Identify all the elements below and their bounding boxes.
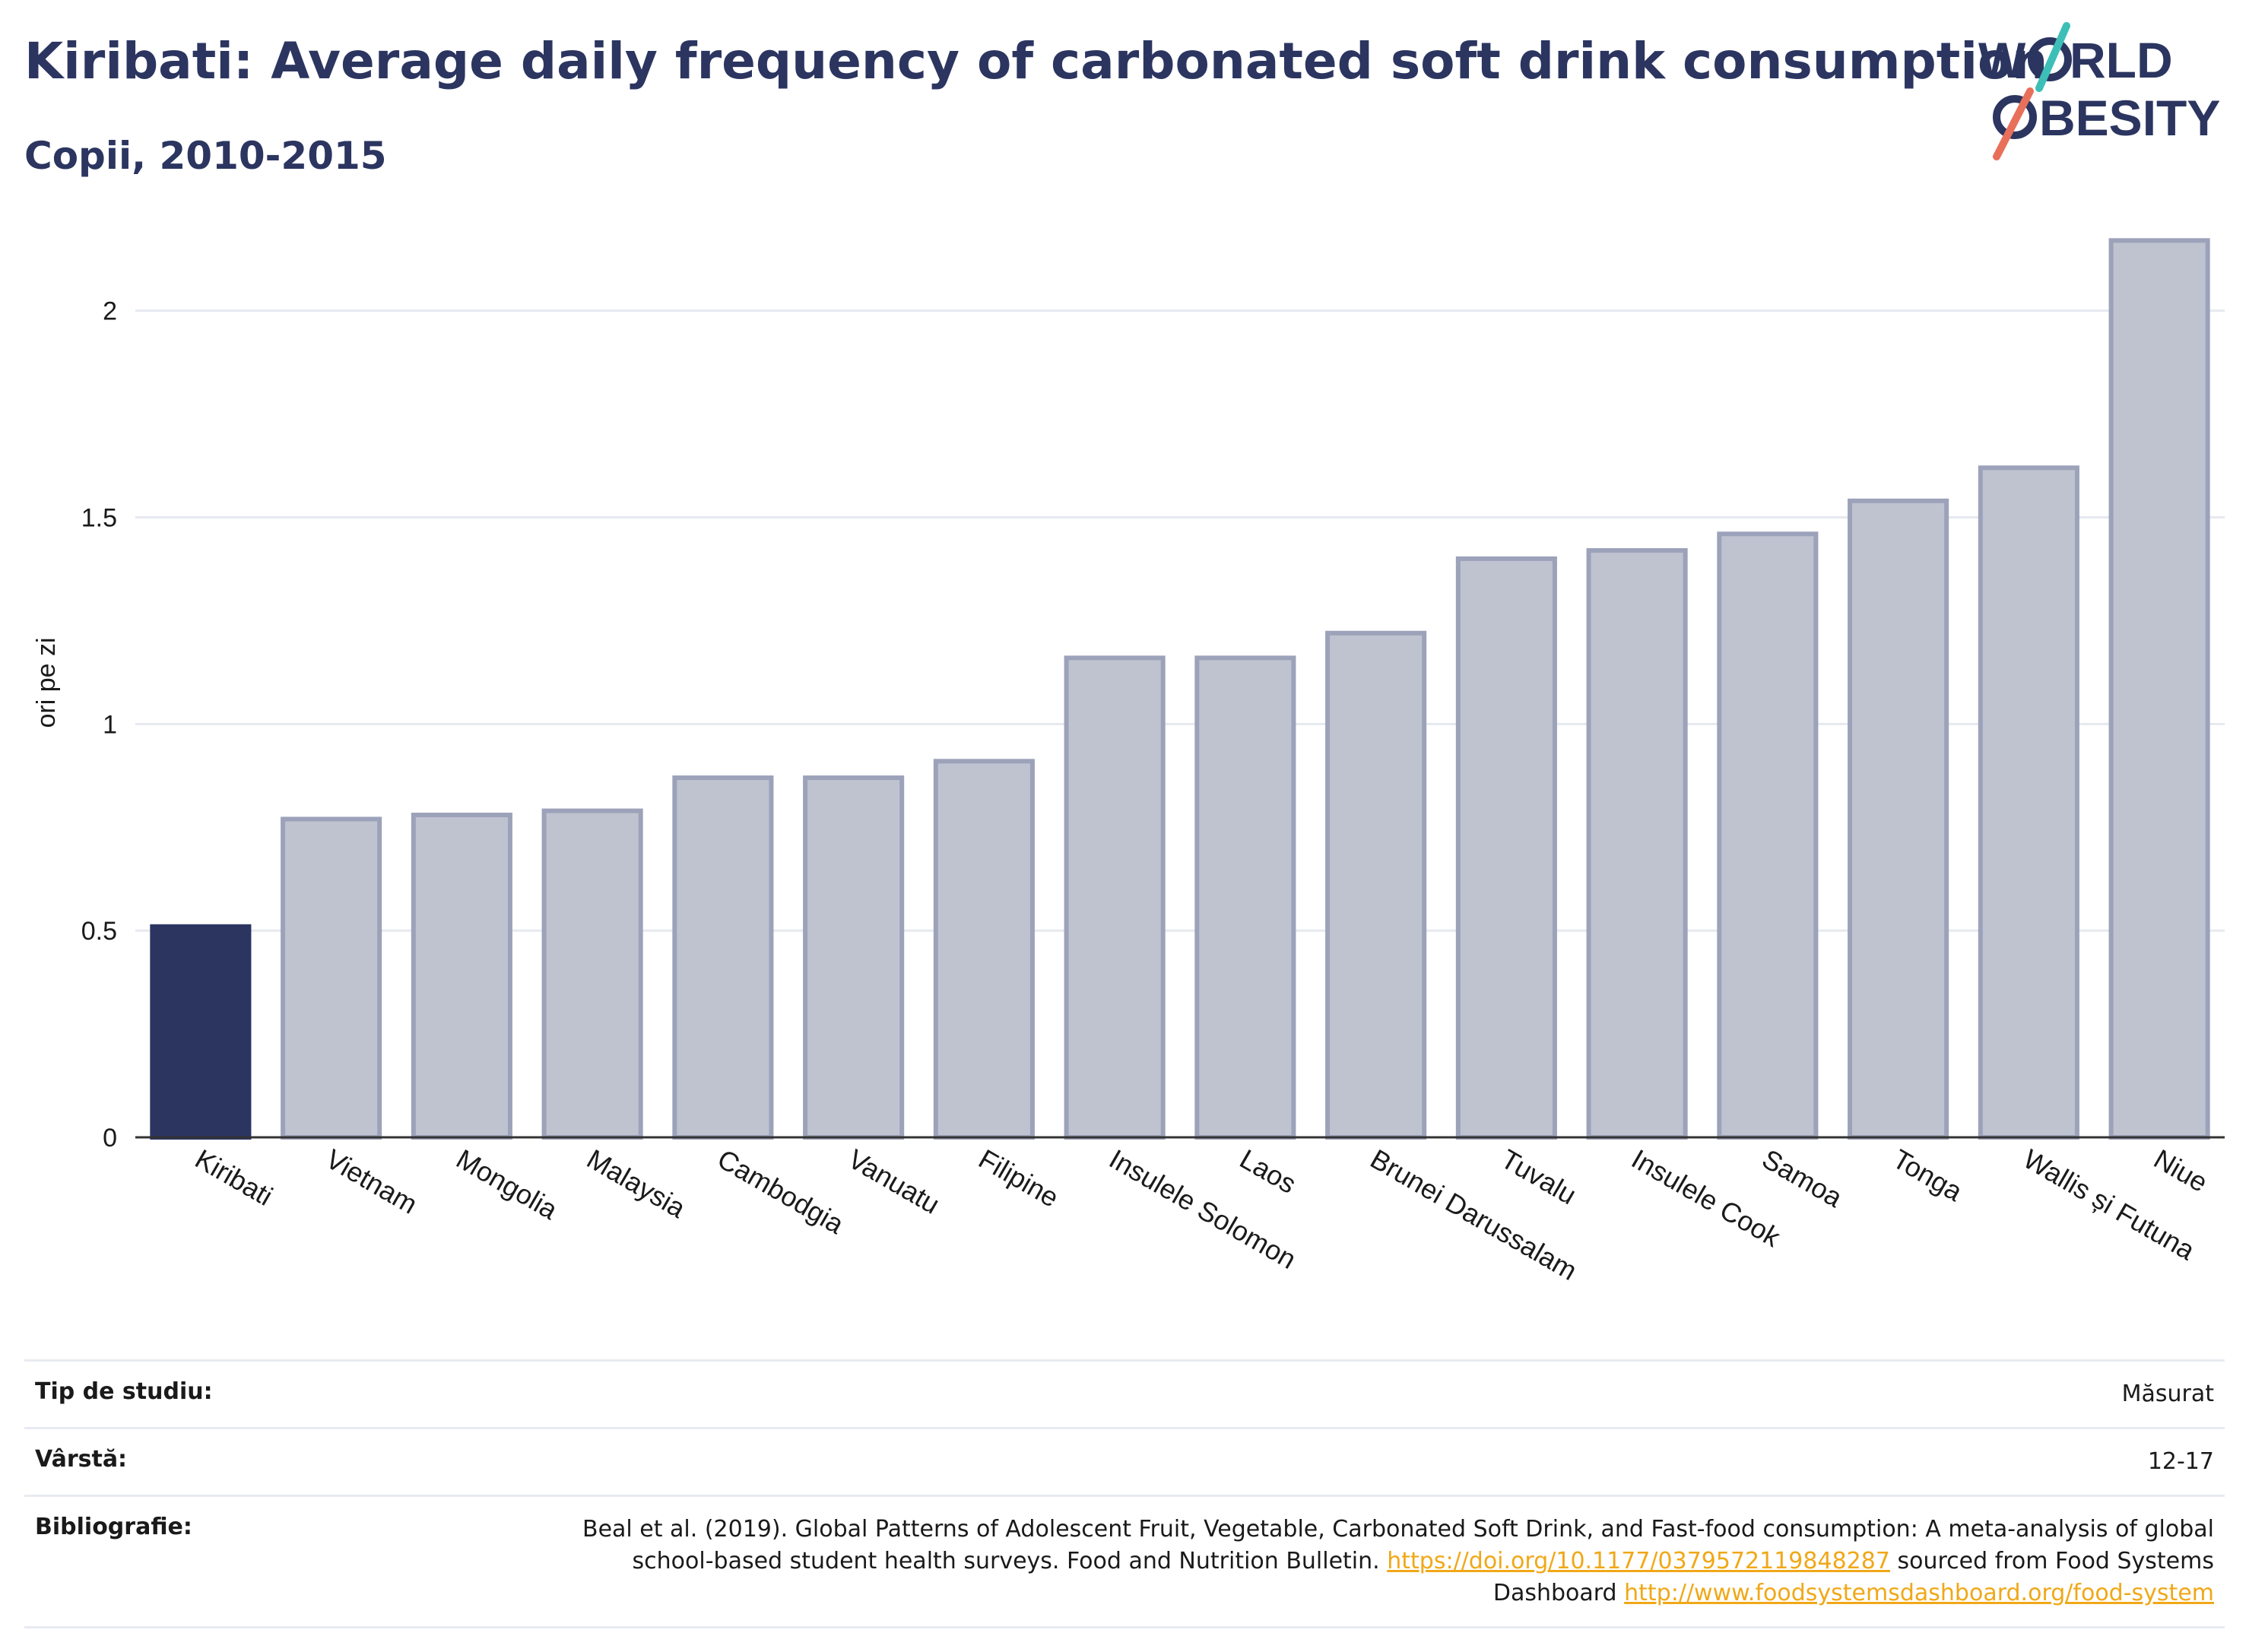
age-row: Vârstă: 12-17 (24, 1427, 2225, 1496)
bar-malaysia (541, 808, 643, 1140)
bar-tonga (1848, 498, 1949, 1140)
x-tick-label: Niue (2149, 1143, 2213, 1198)
citation-source-text: sourced from Food Systems Dashboard (1492, 1548, 2214, 1606)
bar-wallis-i-futuna (1978, 465, 2079, 1140)
bar-insulele-solomon (1064, 655, 1166, 1140)
y-tick-label: 0.5 (81, 917, 117, 946)
age-value: 12-17 (502, 1427, 2225, 1496)
bar-cambodgia (672, 775, 774, 1140)
citation-text: Beal et al. (2019). Global Patterns of A… (582, 1516, 2214, 1574)
y-tick-label: 0 (103, 1124, 117, 1153)
study-type-label: Tip de studiu: (24, 1359, 502, 1428)
logo-text-world-rld: RLD (2070, 32, 2173, 88)
world-obesity-logo: W RLD BESITY (1978, 22, 2220, 160)
logo-slash-top (2035, 22, 2070, 92)
bibliography-value: Beal et al. (2019). Global Patterns of A… (502, 1495, 2225, 1628)
bar-laos (1194, 655, 1296, 1140)
x-tick-label: Tuvalu (1496, 1143, 1581, 1210)
logo-slash-bottom (1993, 87, 2034, 160)
x-tick-label: Vietnam (321, 1143, 423, 1219)
bar-vietnam (281, 816, 382, 1140)
study-info-table: Tip de studiu: Măsurat Vârstă: 12-17 Bib… (24, 1359, 2225, 1628)
x-tick-label: Tonga (1888, 1143, 1968, 1207)
x-tick-label: Laos (1235, 1143, 1302, 1200)
bar-brunei-darussalam (1325, 630, 1427, 1140)
bar-samoa (1717, 531, 1819, 1140)
logo-o-world (2028, 37, 2072, 81)
bar-mongolia (411, 812, 512, 1140)
x-tick-label: Mongolia (451, 1143, 563, 1226)
age-label: Vârstă: (24, 1427, 502, 1496)
citation: Beal et al. (2019). Global Patterns of A… (512, 1514, 2214, 1609)
bar-niue (2108, 238, 2210, 1140)
bar-tuvalu (1455, 556, 1557, 1140)
bibliography-label: Bibliografie: (24, 1495, 502, 1628)
logo-text-obesity: BESITY (2039, 90, 2220, 146)
y-axis-ticks: 0 0.5 1 1.5 2 (81, 297, 117, 1153)
bibliography-row: Bibliografie: Beal et al. (2019). Global… (24, 1495, 2225, 1628)
bar-chart: 0 0.5 1 1.5 2 Kiribati Vietnam Mongolia Malaysi… (32, 238, 2225, 1286)
bar-insulele-cook (1586, 548, 1688, 1140)
logo-o-obesity (1993, 95, 2037, 139)
y-tick-label: 1.5 (81, 504, 117, 533)
x-tick-label: Cambodgia (712, 1143, 850, 1240)
study-type-row: Tip de studiu: Măsurat (24, 1359, 2225, 1428)
doi-link[interactable]: https://doi.org/10.1177/0379572119848287 (1387, 1548, 1890, 1574)
y-axis-label: ori pe zi (32, 637, 61, 728)
x-tick-label: Samoa (1757, 1143, 1848, 1213)
x-tick-label: Vanuatu (843, 1143, 945, 1219)
bar-filipine (933, 759, 1035, 1140)
y-tick-label: 2 (103, 297, 117, 326)
bar-vanuatu (803, 775, 905, 1140)
x-tick-label: Kiribati (190, 1143, 278, 1212)
bars (135, 238, 2225, 1140)
bar-kiribati (150, 924, 252, 1140)
x-tick-label: Filipine (973, 1143, 1064, 1213)
x-tick-label: Malaysia (582, 1143, 691, 1224)
food-systems-link[interactable]: http://www.foodsystemsdashboard.org/food… (1624, 1580, 2214, 1606)
study-type-value: Măsurat (502, 1359, 2225, 1428)
x-axis-ticks: Kiribati Vietnam Mongolia Malaysia Cambodgia… (190, 1143, 2213, 1286)
logo-text-world-w: W (1978, 32, 2026, 88)
chart-subtitle: Copii, 2010-2015 (24, 134, 387, 178)
y-tick-label: 1 (103, 710, 117, 739)
chart-title: Kiribati: Average daily frequency of car… (24, 32, 2048, 90)
